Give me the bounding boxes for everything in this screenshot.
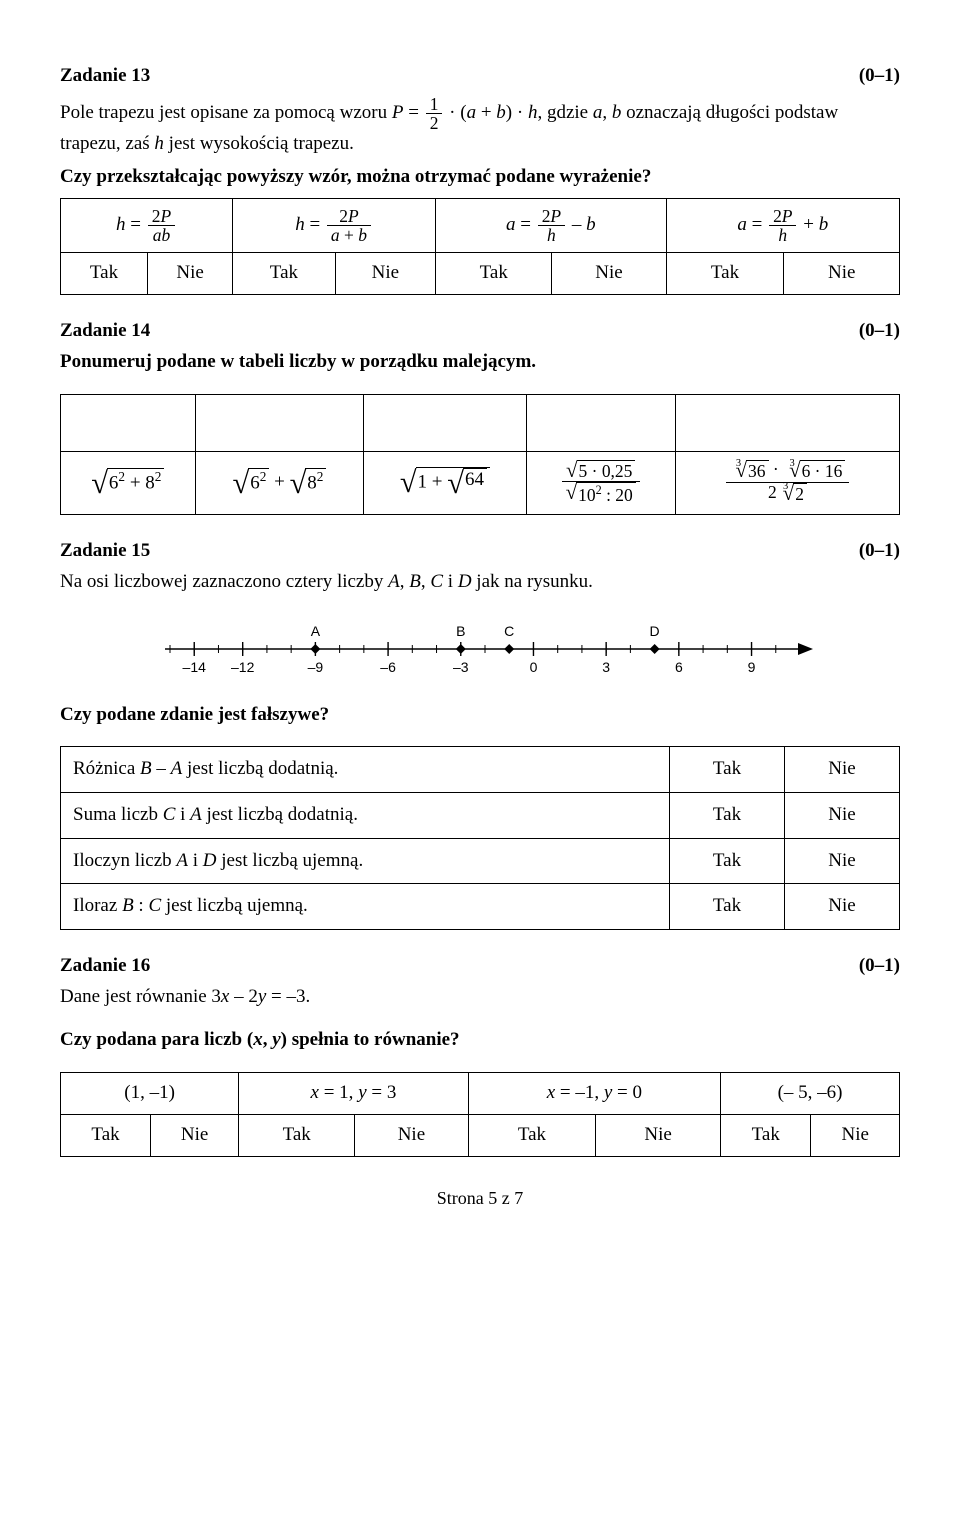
stmt-row: Różnica B – A jest liczbą dodatnią. <box>61 747 670 793</box>
task16-intro: Dane jest równanie 3x – 2y = –3. <box>60 985 900 1010</box>
expr-frac-sqrt5-025-over-sqrt100-20: √5 · 0,25 √102 : 20 <box>526 451 675 515</box>
expr-sqrt-1-plus-sqrt64: √1 + √64 <box>364 451 526 515</box>
svg-text:–3: –3 <box>453 659 469 675</box>
opt-nie[interactable]: Nie <box>335 253 435 295</box>
svg-text:–9: –9 <box>308 659 324 675</box>
task13-question: Czy przekształcając powyższy wzór, można… <box>60 165 900 190</box>
task13-intro: Pole trapezu jest opisane za pomocą wzor… <box>60 95 900 157</box>
rank-cell[interactable] <box>61 394 196 451</box>
expr-h-2p-aplusb: h = 2Pa + b <box>233 198 436 253</box>
stmt-row: Iloczyn liczb A i D jest liczbą ujemną. <box>61 838 670 884</box>
stmt-row: Suma liczb C i A jest liczbą dodatnią. <box>61 793 670 839</box>
opt-tak[interactable]: Tak <box>670 884 785 930</box>
task14-table: √62 + 82 √62 + √82 √1 + √64 √5 · 0,25 √1… <box>60 394 900 516</box>
opt-tak[interactable]: Tak <box>468 1114 596 1156</box>
task13-table: h = 2Pab h = 2Pa + b a = 2Ph – b a = 2Ph… <box>60 198 900 295</box>
task16-points: (0–1) <box>859 954 900 979</box>
svg-text:–6: –6 <box>380 659 396 675</box>
svg-text:C: C <box>504 623 514 639</box>
svg-text:–14: –14 <box>183 659 207 675</box>
stmt-row: Iloraz B : C jest liczbą ujemną. <box>61 884 670 930</box>
expr-sqrt6sq-plus-sqrt8sq: √62 + √82 <box>195 451 364 515</box>
opt-tak[interactable]: Tak <box>61 253 148 295</box>
pair-1: (1, –1) <box>61 1073 239 1115</box>
opt-tak[interactable]: Tak <box>721 1114 811 1156</box>
opt-tak[interactable]: Tak <box>233 253 335 295</box>
task14-title: Zadanie 14 <box>60 319 150 344</box>
rank-cell[interactable] <box>675 394 899 451</box>
task15-question: Czy podane zdanie jest fałszywe? <box>60 703 900 728</box>
pair-2: x = 1, y = 3 <box>239 1073 468 1115</box>
task13-points: (0–1) <box>859 64 900 89</box>
pair-3: x = –1, y = 0 <box>468 1073 720 1115</box>
task16-title: Zadanie 16 <box>60 954 150 979</box>
expr-h-2p-ab: h = 2Pab <box>61 198 233 253</box>
expr-cbrt-frac: 3√36 · 3√6 · 16 23√2 <box>675 451 899 515</box>
svg-text:B: B <box>456 623 465 639</box>
task13-body: Pole trapezu jest opisane za pomocą wzor… <box>60 95 900 295</box>
svg-text:D: D <box>650 623 660 639</box>
expr-a-2p-h-minus-b: a = 2Ph – b <box>436 198 667 253</box>
task16-table: (1, –1) x = 1, y = 3 x = –1, y = 0 (– 5,… <box>60 1072 900 1156</box>
opt-nie[interactable]: Nie <box>151 1114 239 1156</box>
expr-sqrt-6sq-plus-8sq: √62 + 82 <box>61 451 196 515</box>
opt-nie[interactable]: Nie <box>785 747 900 793</box>
task15-title: Zadanie 15 <box>60 539 150 564</box>
task16-question: Czy podana para liczb (x, y) spełnia to … <box>60 1028 900 1053</box>
opt-tak[interactable]: Tak <box>239 1114 355 1156</box>
task13-title: Zadanie 13 <box>60 64 150 89</box>
task15-intro: Na osi liczbowej zaznaczono cztery liczb… <box>60 570 900 595</box>
number-line: –14 –12 –9 –6 –3 0 3 6 9 A B C D <box>160 614 900 684</box>
pair-4: (– 5, –6) <box>721 1073 900 1115</box>
opt-tak[interactable]: Tak <box>670 747 785 793</box>
rank-cell[interactable] <box>364 394 526 451</box>
page-footer: Strona 5 z 7 <box>60 1187 900 1210</box>
rank-cell[interactable] <box>526 394 675 451</box>
task14-question: Ponumeruj podane w tabeli liczby w porzą… <box>60 350 900 375</box>
opt-nie[interactable]: Nie <box>148 253 233 295</box>
opt-nie[interactable]: Nie <box>785 884 900 930</box>
opt-nie[interactable]: Nie <box>552 253 666 295</box>
opt-tak[interactable]: Tak <box>670 793 785 839</box>
opt-nie[interactable]: Nie <box>784 253 900 295</box>
svg-text:A: A <box>311 623 321 639</box>
expr-a-2p-h-plus-b: a = 2Ph + b <box>666 198 899 253</box>
opt-nie[interactable]: Nie <box>811 1114 900 1156</box>
svg-text:0: 0 <box>530 659 538 675</box>
task15-points: (0–1) <box>859 539 900 564</box>
svg-text:3: 3 <box>602 659 610 675</box>
task15-table: Różnica B – A jest liczbą dodatnią. Tak … <box>60 746 900 930</box>
rank-cell[interactable] <box>195 394 364 451</box>
opt-tak[interactable]: Tak <box>61 1114 151 1156</box>
svg-text:9: 9 <box>748 659 756 675</box>
svg-text:6: 6 <box>675 659 683 675</box>
opt-nie[interactable]: Nie <box>355 1114 469 1156</box>
task14-points: (0–1) <box>859 319 900 344</box>
svg-text:–12: –12 <box>231 659 255 675</box>
opt-nie[interactable]: Nie <box>596 1114 721 1156</box>
opt-nie[interactable]: Nie <box>785 793 900 839</box>
opt-tak[interactable]: Tak <box>436 253 552 295</box>
opt-tak[interactable]: Tak <box>666 253 784 295</box>
opt-nie[interactable]: Nie <box>785 838 900 884</box>
opt-tak[interactable]: Tak <box>670 838 785 884</box>
